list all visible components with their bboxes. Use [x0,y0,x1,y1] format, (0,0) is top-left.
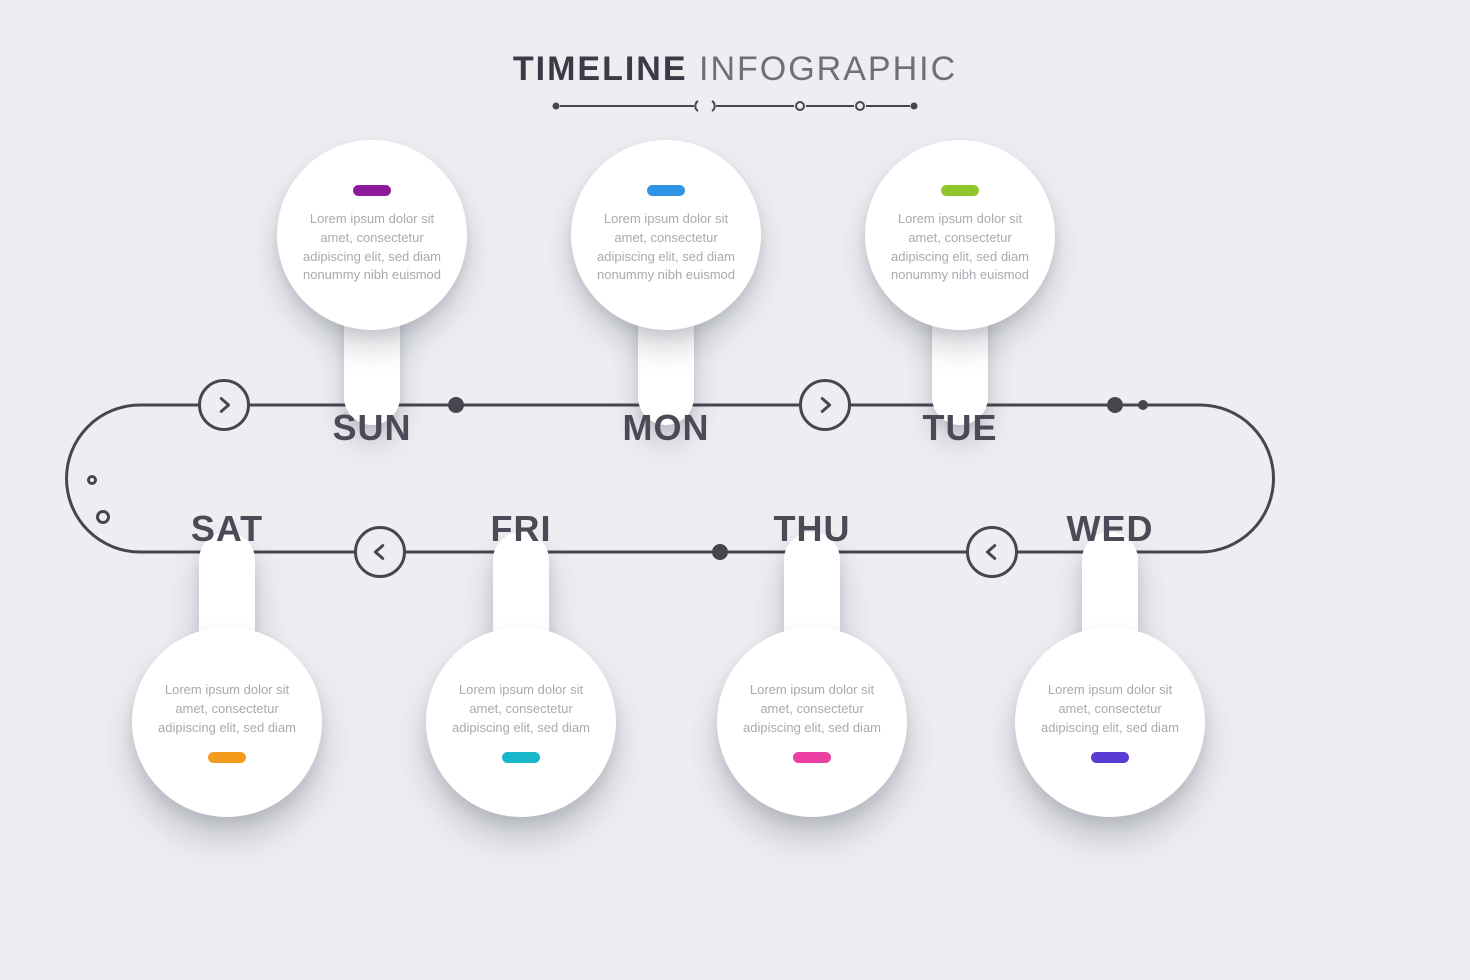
node-fri: Lorem ipsum dolor sit amet, consectetur … [426,532,616,817]
node-body: Lorem ipsum dolor sit amet, consectetur … [739,681,885,738]
path-dot-hollow [96,510,110,524]
node-thu: Lorem ipsum dolor sit amet, consectetur … [717,532,907,817]
accent-pill [502,752,540,763]
accent-pill [208,752,246,763]
node-wed: Lorem ipsum dolor sit amet, consectetur … [1015,532,1205,817]
chevron-left-icon [966,526,1018,578]
node-circle: Lorem ipsum dolor sit amet, consectetur … [1015,627,1205,817]
day-label-fri: FRI [491,508,552,550]
node-body: Lorem ipsum dolor sit amet, consectetur … [887,210,1033,285]
node-sun: Lorem ipsum dolor sit amet, consectetur … [277,140,467,425]
title-text: TIMELINE INFOGRAPHIC [0,50,1470,89]
node-tue: Lorem ipsum dolor sit amet, consectetur … [865,140,1055,425]
title-block: TIMELINE INFOGRAPHIC [0,50,1470,111]
node-circle: Lorem ipsum dolor sit amet, consectetur … [132,627,322,817]
node-circle: Lorem ipsum dolor sit amet, consectetur … [571,140,761,330]
path-dot-solid [712,544,728,560]
title-divider [550,99,920,111]
path-dot-hollow [87,475,97,485]
accent-pill [793,752,831,763]
title-bold: TIMELINE [513,50,688,88]
node-sat: Lorem ipsum dolor sit amet, consectetur … [132,532,322,817]
path-dot-solid [448,397,464,413]
node-body: Lorem ipsum dolor sit amet, consectetur … [593,210,739,285]
chevron-left-icon [354,526,406,578]
node-circle: Lorem ipsum dolor sit amet, consectetur … [717,627,907,817]
chevron-right-icon [799,379,851,431]
node-body: Lorem ipsum dolor sit amet, consectetur … [448,681,594,738]
accent-pill [1091,752,1129,763]
day-label-sun: SUN [332,407,411,449]
day-label-mon: MON [623,407,710,449]
day-label-sat: SAT [191,508,263,550]
node-body: Lorem ipsum dolor sit amet, consectetur … [1037,681,1183,738]
accent-pill [353,185,391,196]
path-dot-solid [1107,397,1123,413]
accent-pill [647,185,685,196]
title-light: INFOGRAPHIC [699,50,957,88]
day-label-tue: TUE [923,407,998,449]
infographic-canvas: TIMELINE INFOGRAPHIC Lorem ipsum dolor s… [0,0,1470,980]
chevron-right-icon [198,379,250,431]
day-label-thu: THU [774,508,851,550]
node-body: Lorem ipsum dolor sit amet, consectetur … [154,681,300,738]
node-circle: Lorem ipsum dolor sit amet, consectetur … [277,140,467,330]
path-dot-solid [1138,400,1148,410]
day-label-wed: WED [1067,508,1154,550]
accent-pill [941,185,979,196]
node-circle: Lorem ipsum dolor sit amet, consectetur … [865,140,1055,330]
node-circle: Lorem ipsum dolor sit amet, consectetur … [426,627,616,817]
node-body: Lorem ipsum dolor sit amet, consectetur … [299,210,445,285]
node-mon: Lorem ipsum dolor sit amet, consectetur … [571,140,761,425]
